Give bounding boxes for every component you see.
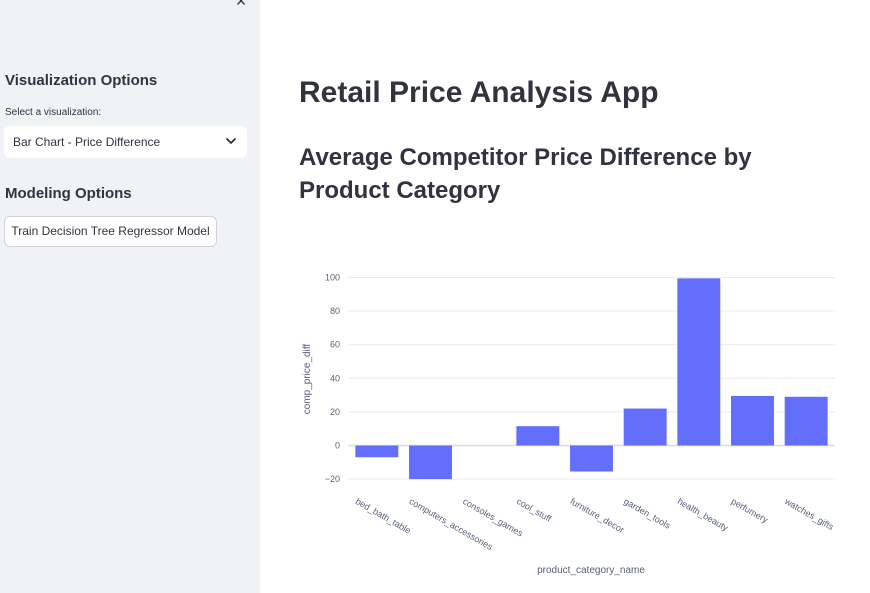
x-tick-label: health_beauty — [676, 496, 730, 533]
visualization-options-heading: Visualization Options — [5, 72, 157, 89]
bar — [355, 446, 398, 458]
y-tick-label: 60 — [330, 340, 340, 350]
chevron-down-icon — [225, 135, 237, 147]
bar — [731, 396, 774, 446]
y-tick-label: 0 — [335, 441, 340, 451]
sidebar: × Visualization Options Select a visuali… — [0, 0, 260, 593]
visualization-select-value: Bar Chart - Price Difference — [13, 135, 160, 149]
x-tick-label: cool_stuff — [515, 496, 554, 524]
y-tick-label: 20 — [330, 407, 340, 417]
x-tick-label: garden_tools — [622, 496, 673, 531]
select-visualization-label: Select a visualization: — [5, 107, 101, 118]
bar — [516, 426, 559, 445]
bar-chart: −20020406080100bed_bath_tablecomputers_a… — [270, 255, 870, 593]
visualization-select[interactable]: Bar Chart - Price Difference — [4, 126, 247, 158]
train-model-button[interactable]: Train Decision Tree Regressor Model — [4, 216, 217, 247]
x-axis-title: product_category_name — [537, 565, 645, 576]
chart-heading: Average Competitor Price Difference by P… — [299, 141, 819, 207]
x-tick-label: furniture_decor — [569, 496, 626, 535]
close-sidebar-icon[interactable]: × — [232, 0, 250, 10]
y-tick-label: 40 — [330, 373, 340, 383]
x-tick-label: bed_bath_table — [354, 496, 413, 536]
bar — [624, 409, 667, 446]
x-tick-label: perfumery — [730, 496, 771, 525]
y-tick-label: 100 — [325, 273, 340, 283]
x-tick-label: watches_gifts — [782, 496, 836, 533]
bar — [570, 446, 613, 472]
y-tick-label: 80 — [330, 306, 340, 316]
bar — [785, 397, 828, 446]
bar — [677, 278, 720, 445]
modeling-options-heading: Modeling Options — [5, 185, 132, 202]
bar — [409, 446, 452, 480]
y-tick-label: −20 — [325, 474, 340, 484]
page-title: Retail Price Analysis App — [299, 76, 659, 110]
y-axis-title: comp_price_diff — [302, 344, 313, 415]
